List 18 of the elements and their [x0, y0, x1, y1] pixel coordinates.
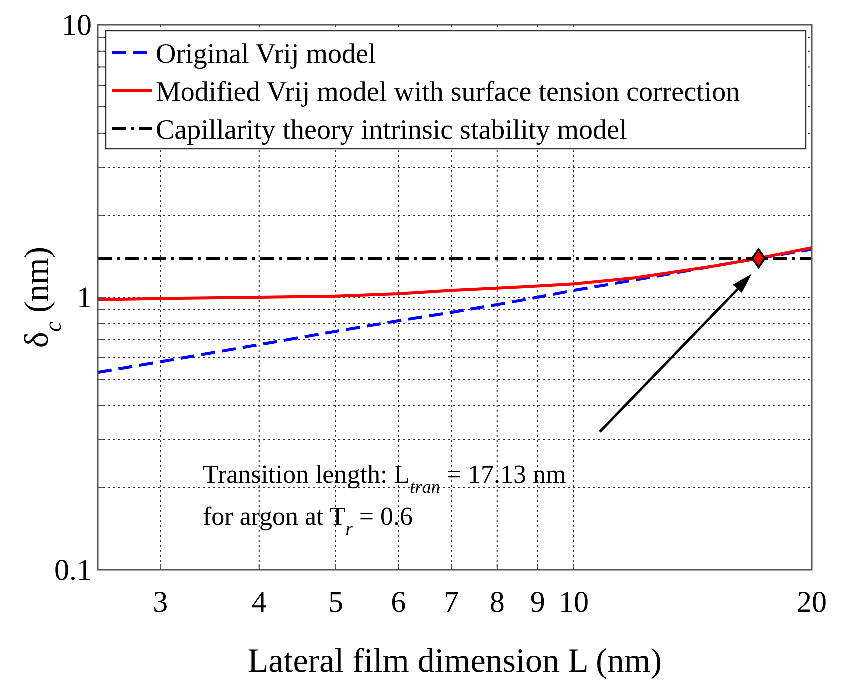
x-tick-label: 20 [797, 586, 827, 619]
x-tick-label: 4 [252, 586, 267, 619]
annotation: Transition length: L$_{tran}$ = 17.13 nm [203, 460, 566, 497]
x-tick-label: 9 [530, 586, 546, 619]
x-axis-title: Lateral film dimension L (nm) [248, 643, 662, 680]
x-tick-label: 8 [490, 586, 505, 619]
x-tick-label: 6 [391, 586, 406, 619]
x-tick-label: 7 [444, 586, 460, 619]
x-tick-label: 5 [328, 586, 344, 619]
y-tick-label: 0.1 [54, 554, 92, 587]
annotation: for argon at T$_{r}$ = 0.6 [203, 502, 413, 539]
y-tick-label: 10 [62, 9, 92, 42]
legend-label: Original Vrij model [156, 39, 376, 70]
legend-label: Modified Vrij model with surface tension correction [156, 77, 740, 108]
y-tick-label: 1 [77, 282, 92, 314]
legend-label: Capillarity theory intrinsic stability model [156, 115, 628, 146]
x-tick-label: 10 [559, 586, 589, 619]
x-tick-label: 3 [153, 586, 168, 619]
